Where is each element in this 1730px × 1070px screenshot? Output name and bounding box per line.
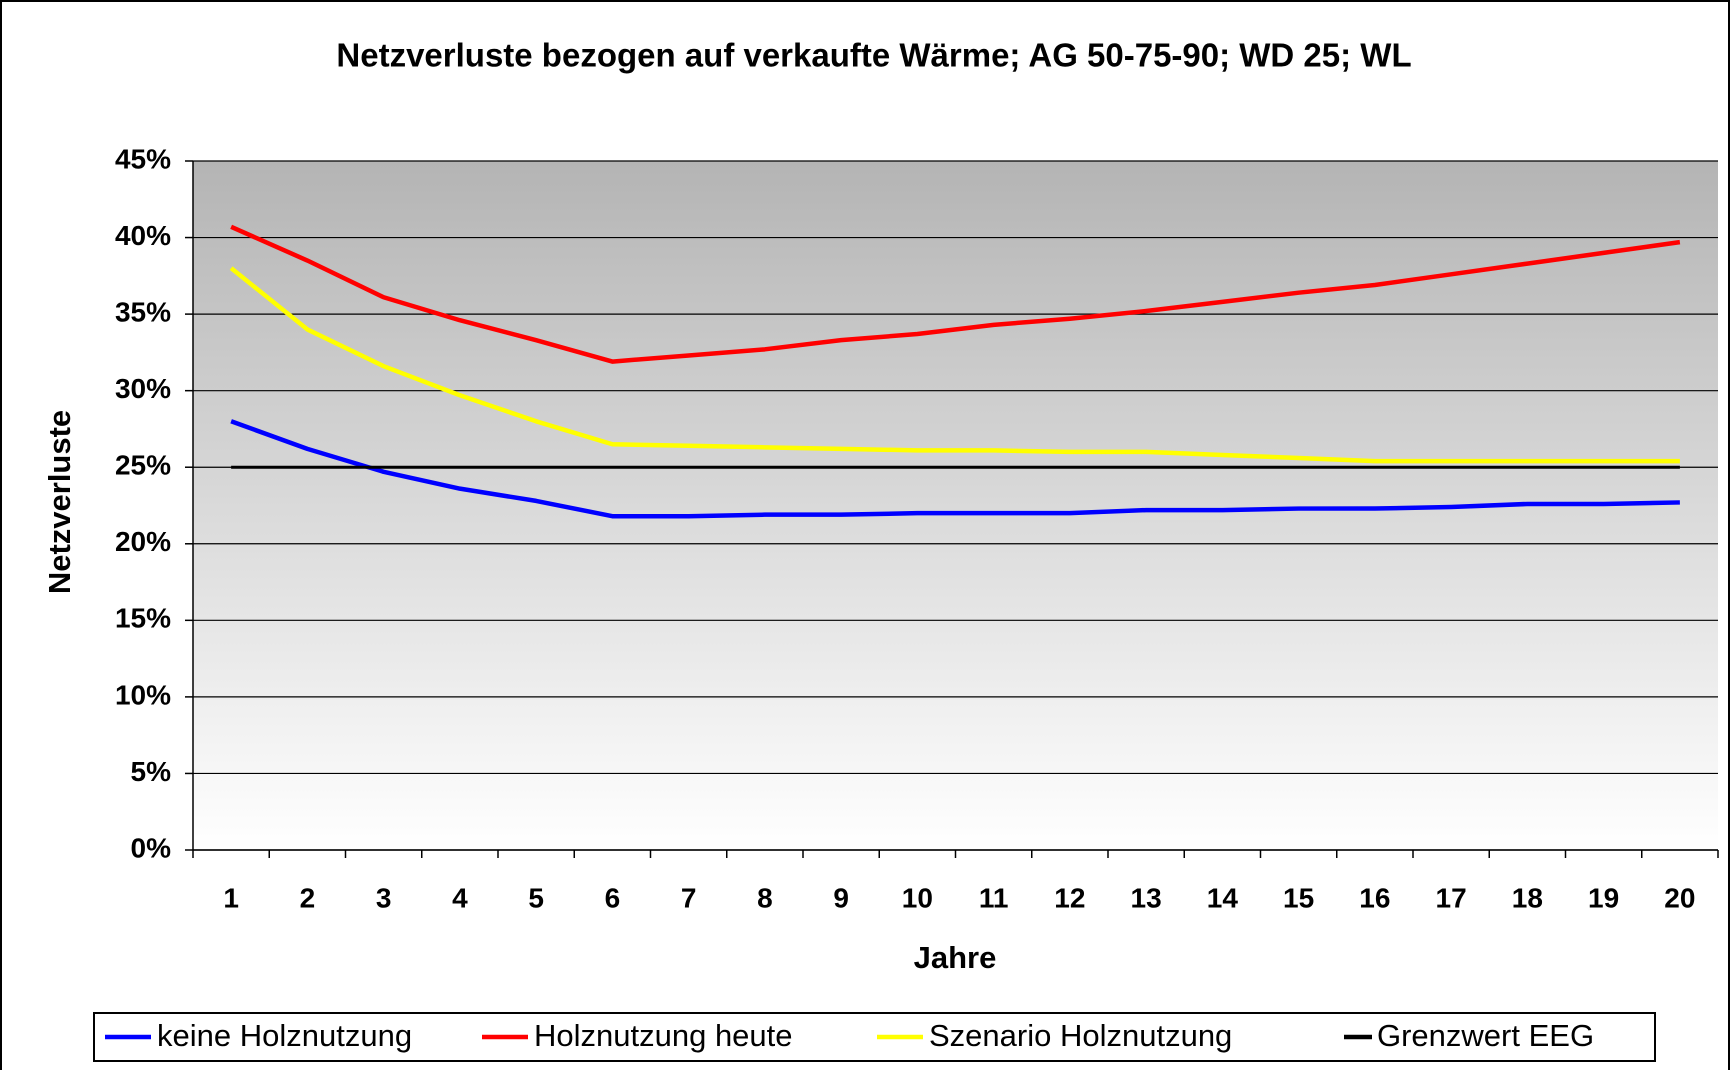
legend — [93, 1012, 1656, 1062]
x-tick-label: 6 — [605, 882, 621, 913]
y-tick-label: 5% — [131, 756, 172, 787]
series-line — [230, 419, 1680, 519]
x-tick-label: 11 — [979, 882, 1009, 913]
x-tick-label: 20 — [1664, 882, 1695, 913]
x-tick-label: 4 — [452, 882, 468, 913]
x-tick-label: 9 — [833, 882, 849, 913]
x-tick-label: 15 — [1283, 882, 1314, 913]
x-tick-label: 10 — [902, 882, 933, 913]
x-tick-label: 12 — [1054, 882, 1085, 913]
y-tick-label: 15% — [115, 603, 171, 634]
x-axis-label: Jahre — [914, 940, 997, 975]
x-tick-label: 19 — [1588, 882, 1619, 913]
y-tick-label: 40% — [115, 220, 171, 251]
x-tick-label: 1 — [223, 882, 239, 913]
y-tick-label: 45% — [115, 143, 171, 174]
x-tick-label: 5 — [528, 882, 544, 913]
y-tick-label: 25% — [115, 450, 171, 481]
x-tick-label: 2 — [300, 882, 316, 913]
x-tick-label: 3 — [376, 882, 392, 913]
x-tick-label: 8 — [757, 882, 773, 913]
y-tick-label: 10% — [115, 679, 171, 710]
y-tick-label: 30% — [115, 373, 171, 404]
legend-label: Szenario Holznutzung — [929, 1018, 1232, 1053]
x-tick-label: 13 — [1131, 882, 1162, 913]
series-line — [230, 224, 1681, 364]
series-line — [229, 266, 1680, 464]
y-tick-label: 0% — [131, 832, 172, 863]
chart-title: Netzverluste bezogen auf verkaufte Wärme… — [336, 37, 1411, 74]
legend-label: Grenzwert EEG — [1377, 1018, 1594, 1053]
x-tick-label: 18 — [1512, 882, 1543, 913]
x-tick-label: 16 — [1359, 882, 1390, 913]
x-tick-label: 14 — [1207, 882, 1239, 913]
y-tick-label: 35% — [115, 297, 171, 328]
x-tick-label: 17 — [1436, 882, 1467, 913]
y-tick-label: 20% — [115, 526, 171, 557]
y-axis-label: Netzverluste — [42, 410, 77, 594]
legend-label: keine Holznutzung — [157, 1018, 412, 1053]
x-tick-label: 7 — [681, 882, 697, 913]
legend-label: Holznutzung heute — [534, 1018, 793, 1053]
